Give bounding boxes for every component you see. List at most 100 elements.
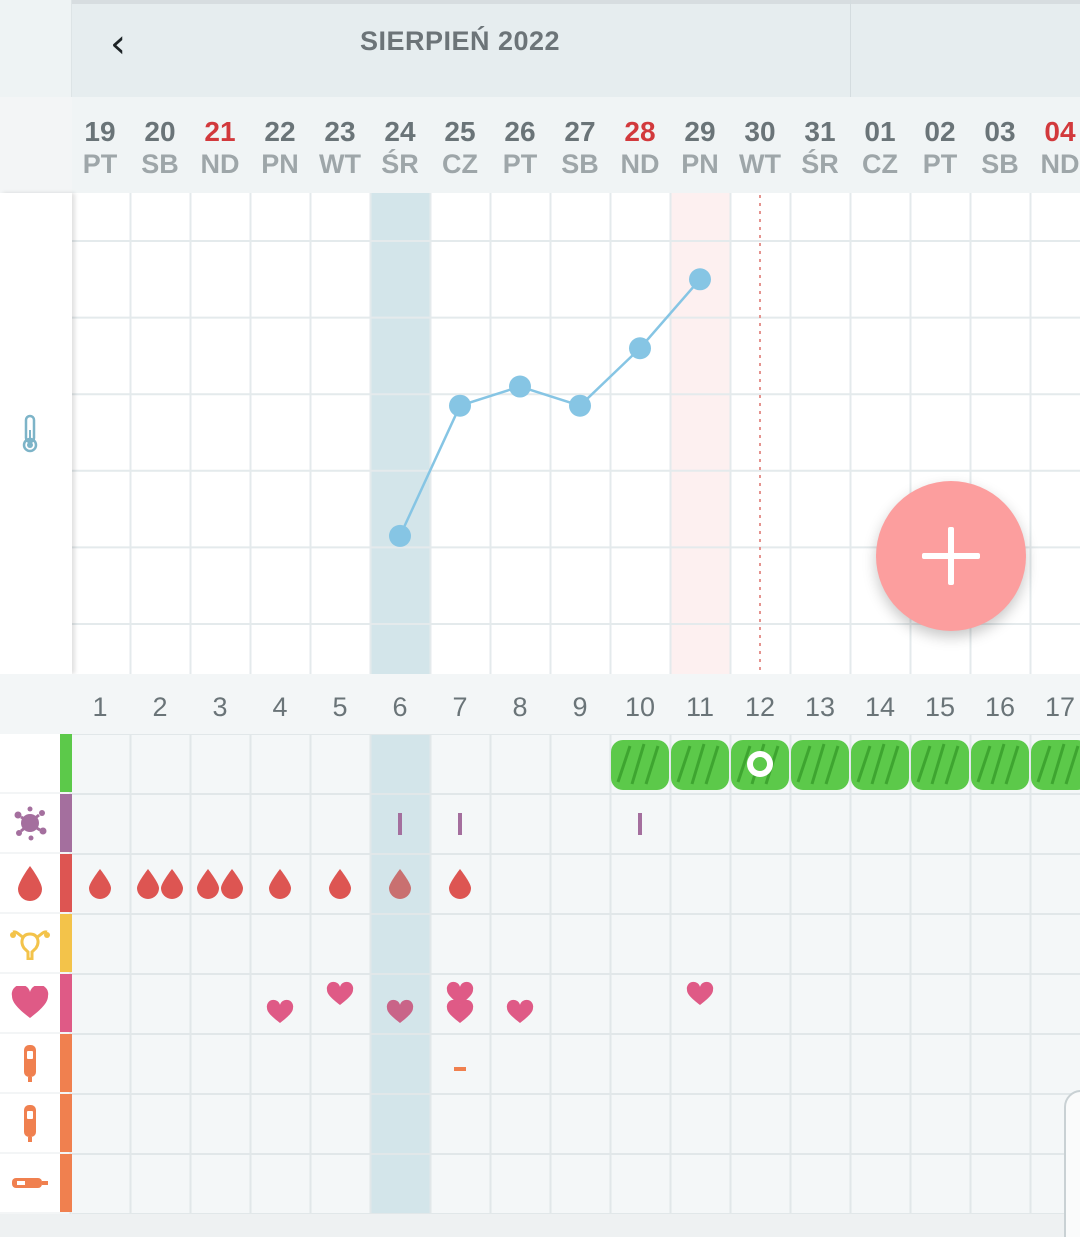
date-number: 22 <box>264 116 296 147</box>
test-strip-icon <box>0 1154 60 1212</box>
date-number: 03 <box>984 116 1016 147</box>
temperature-point[interactable] <box>389 524 411 547</box>
category-color-bar <box>60 734 72 792</box>
date-number: 25 <box>444 116 476 147</box>
month-title: SIERPIEŃ 2022 <box>359 26 561 56</box>
date-number: 02 <box>924 116 956 147</box>
header-corner <box>0 0 72 97</box>
date-column[interactable]: 30 WT <box>730 97 790 193</box>
date-column[interactable]: 04 ND <box>1030 97 1080 193</box>
date-number: 01 <box>864 116 896 147</box>
weekday-label: ŚR <box>381 149 419 179</box>
date-number: 29 <box>684 116 716 147</box>
date-row <box>72 97 1080 193</box>
date-number: 27 <box>564 116 596 147</box>
date-column[interactable]: 22 PN <box>250 97 310 193</box>
cycle-day-number: 13 <box>804 692 836 722</box>
weekday-label: SB <box>561 149 599 179</box>
uterus-icon <box>0 914 60 972</box>
scroll-handle[interactable] <box>1064 1090 1080 1237</box>
cycle-day-number: 3 <box>212 692 228 722</box>
cycle-day-number: 5 <box>332 692 348 722</box>
weekday-label: PT <box>82 149 118 179</box>
date-number: 30 <box>744 116 776 147</box>
category-color-bar <box>60 914 72 972</box>
weekday-label: ND <box>200 149 240 179</box>
temperature-axis-pane <box>0 193 72 674</box>
date-column[interactable]: 27 SB <box>550 97 610 193</box>
date-column[interactable]: 01 CZ <box>850 97 910 193</box>
test-stick-icon <box>0 1094 60 1152</box>
date-number: 04 <box>1044 116 1076 147</box>
category-color-bar <box>60 854 72 912</box>
cycle-day-row <box>0 674 1080 734</box>
temperature-point[interactable] <box>629 337 651 360</box>
temperature-point[interactable] <box>449 394 471 417</box>
blood-drop-icon <box>0 854 60 912</box>
category-sex[interactable] <box>0 974 72 1032</box>
header-divider <box>850 0 851 97</box>
cycle-day-number: 16 <box>984 692 1016 722</box>
category-color-bar <box>60 794 72 852</box>
date-column[interactable]: 28 ND <box>610 97 670 193</box>
cycle-day-number: 2 <box>152 692 168 722</box>
date-column[interactable]: 23 WT <box>310 97 370 193</box>
temperature-point[interactable] <box>569 394 591 417</box>
category-test1[interactable] <box>0 1034 72 1092</box>
cycle-day-number: 15 <box>924 692 956 722</box>
category-cervix[interactable] <box>0 914 72 972</box>
date-number: 31 <box>804 116 836 147</box>
date-column[interactable]: 25 CZ <box>430 97 490 193</box>
weekday-label: PT <box>922 149 958 179</box>
date-column[interactable]: 03 SB <box>970 97 1030 193</box>
weekday-label: ND <box>620 149 660 179</box>
weekday-label: SB <box>141 149 179 179</box>
temperature-point[interactable] <box>509 375 531 398</box>
fertile-window-icon <box>0 734 60 792</box>
date-column[interactable]: 29 PN <box>670 97 730 193</box>
cycle-day-number: 8 <box>512 692 528 722</box>
category-bleeding[interactable] <box>0 854 72 912</box>
chevron-left-icon[interactable]: ‹ <box>110 21 126 67</box>
date-number: 23 <box>324 116 356 147</box>
date-number: 19 <box>84 116 116 147</box>
weekday-label: PT <box>502 149 538 179</box>
date-column[interactable]: 24 ŚR <box>370 97 430 193</box>
date-column[interactable]: 31 ŚR <box>790 97 850 193</box>
thermometer-icon <box>22 414 38 453</box>
category-mucus[interactable] <box>0 794 72 852</box>
date-number: 21 <box>204 116 236 147</box>
date-column[interactable]: 02 PT <box>910 97 970 193</box>
date-number: 20 <box>144 116 176 147</box>
add-entry-button[interactable] <box>876 481 1026 631</box>
date-column[interactable]: 19 PT <box>70 97 130 193</box>
temperature-point[interactable] <box>689 268 711 291</box>
today-highlight <box>670 193 730 674</box>
category-fertile[interactable] <box>0 734 72 792</box>
weekday-label: ŚR <box>801 149 839 179</box>
cycle-day-number: 7 <box>452 692 468 722</box>
date-column[interactable]: 26 PT <box>490 97 550 193</box>
weekday-label: WT <box>739 149 781 179</box>
test-stick-icon <box>0 1034 60 1092</box>
date-number: 24 <box>384 116 416 147</box>
cycle-day-number: 6 <box>392 692 408 722</box>
category-color-bar <box>60 1154 72 1212</box>
date-column[interactable]: 20 SB <box>130 97 190 193</box>
weekday-label: SB <box>981 149 1019 179</box>
weekday-label: WT <box>319 149 361 179</box>
heart-icon <box>0 974 60 1032</box>
category-test2[interactable] <box>0 1094 72 1152</box>
date-column[interactable]: 21 ND <box>190 97 250 193</box>
cycle-day-number: 11 <box>685 692 715 722</box>
temperature-line <box>398 278 701 537</box>
cycle-day-number: 17 <box>1044 692 1076 722</box>
category-color-bar <box>60 974 72 1032</box>
weekday-label: CZ <box>862 149 898 179</box>
cycle-day-number: 4 <box>272 692 288 722</box>
cycle-day-number: 12 <box>744 692 776 722</box>
date-number: 28 <box>624 116 656 147</box>
weekday-label: PN <box>681 149 719 179</box>
month-header <box>0 0 1080 97</box>
category-test3[interactable] <box>0 1154 72 1212</box>
